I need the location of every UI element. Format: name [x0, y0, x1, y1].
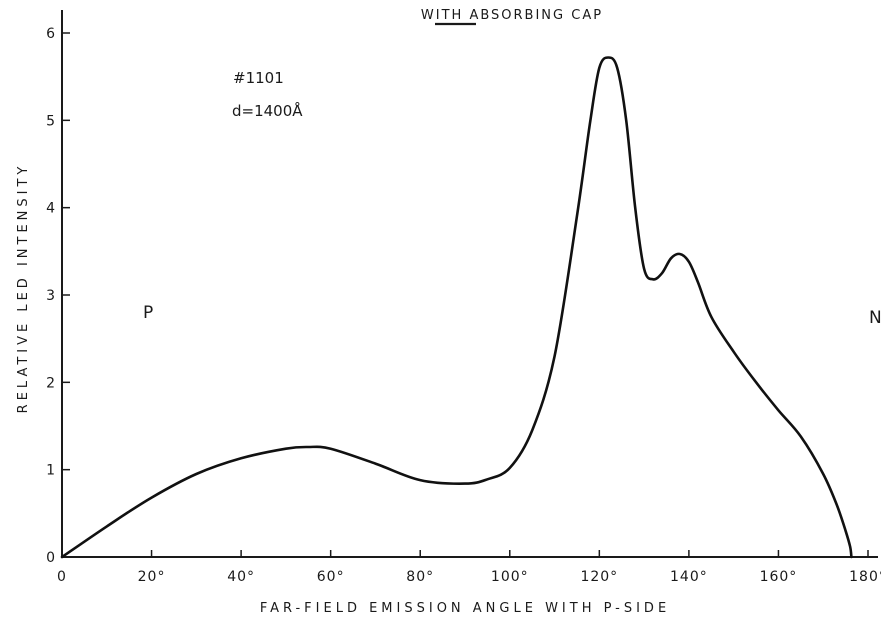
y-tick-label: 4 — [46, 201, 56, 217]
y-tick-label: 3 — [46, 288, 56, 304]
x-ticks: 0 20° 40° 60° 80° 100° 120° 140° 160° 180° — [57, 550, 881, 585]
p-side-label: P — [143, 303, 153, 323]
x-tick-label: 160° — [760, 569, 798, 585]
y-tick-label: 1 — [46, 463, 56, 479]
x-tick-label: 0 — [57, 569, 67, 585]
x-axis-label: FAR-FIELD EMISSION ANGLE WITH P-SIDE — [260, 601, 670, 616]
n-side-label: N — [869, 308, 881, 328]
y-tick-label: 5 — [46, 113, 56, 129]
thickness-annotation: d=1400Å — [232, 101, 303, 120]
y-axis-label: RELATIVE LED INTENSITY — [16, 163, 31, 414]
x-tick-label: 140° — [670, 569, 708, 585]
x-tick-label: 20° — [138, 569, 166, 585]
x-tick-label: 100° — [491, 569, 529, 585]
y-ticks: 0 1 2 3 4 5 6 — [46, 26, 70, 566]
intensity-curve — [60, 56, 853, 559]
x-tick-label: 60° — [317, 569, 345, 585]
sample-annotation: #1101 — [233, 69, 284, 87]
y-tick-label: 2 — [46, 375, 56, 391]
x-tick-label: 120° — [580, 569, 618, 585]
axes — [61, 10, 878, 558]
x-tick-label: 40° — [227, 569, 255, 585]
y-tick-label: 6 — [46, 26, 56, 42]
x-tick-label: 80° — [406, 569, 434, 585]
x-tick-label: 180° — [849, 569, 881, 585]
chart-title: WITH ABSORBING CAP — [421, 8, 603, 23]
y-tick-label: 0 — [46, 550, 56, 566]
